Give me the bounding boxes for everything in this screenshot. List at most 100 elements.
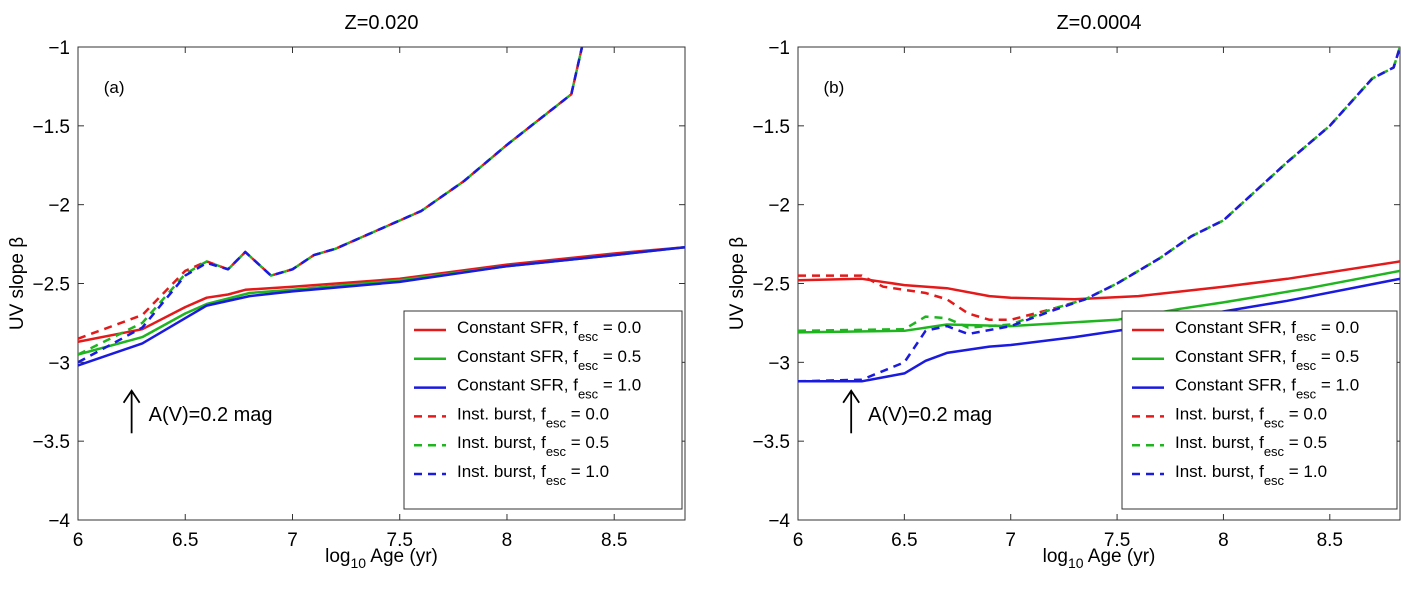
legend-suffix: = 0.5 — [598, 347, 641, 366]
legend-sub: esc — [578, 387, 599, 402]
legend-entry-4: Inst. burst, fesc = 0.5 — [1175, 433, 1327, 459]
y-tick-label: −2.5 — [32, 275, 70, 296]
x-label-base: log — [325, 546, 350, 567]
series-line-4 — [78, 47, 584, 356]
legend-label: Inst. burst, f — [457, 404, 546, 423]
legend-entry-5: Inst. burst, fesc = 1.0 — [1175, 462, 1327, 488]
legend-label: Constant SFR, f — [1175, 318, 1296, 337]
x-label-sub: 10 — [1068, 555, 1084, 571]
legend-label: Constant SFR, f — [457, 347, 578, 366]
x-tick-label: 6.5 — [172, 530, 198, 551]
y-tick-label: −1.5 — [752, 117, 790, 138]
legend-suffix: = 0.0 — [1284, 404, 1327, 423]
series-line-2 — [78, 245, 685, 367]
legend-sub: esc — [1264, 444, 1285, 459]
legend-label: Inst. burst, f — [1175, 433, 1264, 452]
panel-label: (a) — [104, 78, 125, 97]
series-line-1 — [798, 269, 1400, 334]
legend-box — [403, 310, 683, 510]
annotation-text: A(V)=0.2 mag — [868, 404, 992, 426]
x-tick-label: 6.5 — [891, 530, 917, 551]
legend-label: Inst. burst, f — [1175, 462, 1264, 481]
series-line-3 — [78, 47, 584, 340]
legend-suffix: = 1.0 — [598, 376, 641, 395]
legend-suffix: = 1.0 — [1316, 376, 1359, 395]
legend-label: Constant SFR, f — [1175, 347, 1296, 366]
legend-sub: esc — [1296, 387, 1317, 402]
legend-sub: esc — [578, 329, 599, 344]
legend-suffix: = 0.5 — [1316, 347, 1359, 366]
y-axis-label: UV slope β — [7, 237, 28, 330]
legend-suffix: = 0.5 — [1284, 433, 1327, 452]
legend-sub: esc — [578, 358, 599, 373]
legend-sub: esc — [1264, 473, 1285, 488]
y-tick-label: −3 — [48, 353, 70, 374]
legend-label: Inst. burst, f — [457, 462, 546, 481]
legend-label: Constant SFR, f — [1175, 376, 1296, 395]
up-arrow-icon — [122, 389, 141, 434]
x-tick-label: 8 — [502, 530, 513, 551]
legend-entry-0: Constant SFR, fesc = 0.0 — [1175, 318, 1359, 344]
y-tick-label: −4 — [48, 511, 70, 532]
x-tick-label: 7.5 — [1104, 530, 1130, 551]
legend-sub: esc — [546, 444, 567, 459]
x-tick-label: 6 — [793, 530, 804, 551]
series-line-5 — [78, 47, 584, 364]
legend-entry-1: Constant SFR, fesc = 0.5 — [457, 347, 641, 373]
legend-sub: esc — [1296, 329, 1317, 344]
legend-sub: esc — [546, 473, 567, 488]
x-tick-label: 8.5 — [1317, 530, 1343, 551]
legend-entry-1: Constant SFR, fesc = 0.5 — [1175, 347, 1359, 373]
panel-label: (b) — [824, 78, 845, 97]
chart-title: Z=0.020 — [345, 12, 419, 34]
legend-entry-3: Inst. burst, fesc = 0.0 — [457, 404, 609, 430]
legend-entry-4: Inst. burst, fesc = 0.5 — [457, 433, 609, 459]
x-tick-label: 6 — [73, 530, 84, 551]
legend-suffix: = 0.5 — [566, 433, 609, 452]
series-group — [798, 47, 1400, 383]
y-tick-label: −3.5 — [32, 432, 70, 453]
y-tick-label: −1 — [768, 38, 790, 59]
series-line-3 — [798, 47, 1400, 322]
x-label-sub: 10 — [350, 555, 366, 571]
panel-b: Z=0.0004 6 6.5 7 7.5 8 8.5 −4 −3.5 −3 −2.5 −2 −1.5 −1… — [727, 12, 1401, 571]
y-tick-label: −1 — [48, 38, 70, 59]
legend-entry-2: Constant SFR, fesc = 1.0 — [1175, 376, 1359, 402]
x-label-base: log — [1043, 546, 1068, 567]
series-line-5 — [798, 47, 1400, 383]
legend-sub: esc — [1296, 358, 1317, 373]
legend-suffix: = 1.0 — [1284, 462, 1327, 481]
x-axis-label: log10 Age (yr) — [1043, 546, 1156, 571]
y-tick-label: −2 — [48, 196, 70, 217]
legend-entry-3: Inst. burst, fesc = 0.0 — [1175, 404, 1327, 430]
up-arrow-icon — [842, 389, 860, 434]
legend-suffix: = 1.0 — [566, 462, 609, 481]
legend-label: Constant SFR, f — [457, 376, 578, 395]
x-tick-label: 8.5 — [601, 530, 627, 551]
panel-a: Z=0.020 6 6.5 7 7.5 8 8.5 −4 −3.5 −3 −2.5 −2 −1.5 −1 l… — [7, 12, 686, 571]
y-tick-label: −2.5 — [752, 275, 790, 296]
y-tick-label: −2 — [768, 196, 790, 217]
y-tick-label: −3 — [768, 353, 790, 374]
legend-suffix: = 0.0 — [566, 404, 609, 423]
y-tick-label: −4 — [768, 511, 790, 532]
legend-suffix: = 0.0 — [1316, 318, 1359, 337]
x-tick-label: 7 — [287, 530, 298, 551]
arrow-head — [842, 389, 860, 404]
x-tick-label: 7 — [1005, 530, 1016, 551]
series-line-0 — [78, 245, 685, 344]
y-axis-label: UV slope β — [727, 237, 748, 330]
x-label-rest: Age (yr) — [366, 546, 438, 567]
x-tick-label: 8 — [1218, 530, 1229, 551]
legend-box — [1121, 310, 1398, 510]
legend-sub: esc — [546, 415, 567, 430]
series-line-0 — [798, 260, 1400, 301]
arrow-head — [122, 389, 141, 404]
legend-entry-5: Inst. burst, fesc = 1.0 — [457, 462, 609, 488]
chart-title: Z=0.0004 — [1056, 12, 1141, 34]
annotation-text: A(V)=0.2 mag — [149, 404, 273, 426]
x-axis-label: log10 Age (yr) — [325, 546, 438, 571]
legend-label: Constant SFR, f — [457, 318, 578, 337]
